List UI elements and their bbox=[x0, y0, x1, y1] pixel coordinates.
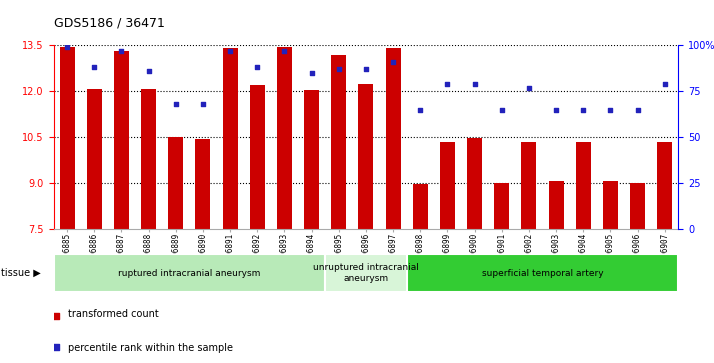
Bar bbox=[467, 138, 482, 229]
Point bbox=[361, 66, 372, 72]
Point bbox=[578, 107, 589, 113]
Bar bbox=[277, 47, 292, 229]
Text: GDS5186 / 36471: GDS5186 / 36471 bbox=[54, 16, 164, 29]
Point bbox=[145, 211, 156, 217]
Bar bbox=[386, 48, 401, 229]
Bar bbox=[521, 142, 536, 229]
Bar bbox=[575, 142, 590, 229]
Point bbox=[523, 85, 535, 90]
Point bbox=[632, 107, 643, 113]
Bar bbox=[60, 47, 74, 229]
Bar bbox=[407, 254, 678, 292]
Point bbox=[659, 81, 670, 87]
Text: unruptured intracranial
aneurysm: unruptured intracranial aneurysm bbox=[313, 264, 419, 283]
Bar bbox=[603, 182, 618, 229]
Bar bbox=[196, 139, 211, 229]
Point bbox=[224, 48, 236, 54]
Bar bbox=[141, 89, 156, 229]
Bar bbox=[304, 90, 319, 229]
Point bbox=[61, 44, 73, 50]
Point bbox=[442, 81, 453, 87]
Bar bbox=[250, 85, 265, 229]
Point bbox=[170, 101, 181, 107]
Point bbox=[197, 101, 208, 107]
Bar bbox=[169, 137, 183, 229]
Point bbox=[415, 107, 426, 113]
Bar bbox=[548, 182, 563, 229]
Bar bbox=[54, 254, 325, 292]
Text: ruptured intracranial aneurysm: ruptured intracranial aneurysm bbox=[119, 269, 261, 278]
Text: superficial temporal artery: superficial temporal artery bbox=[482, 269, 603, 278]
Bar bbox=[630, 183, 645, 229]
Point bbox=[550, 107, 562, 113]
Bar bbox=[114, 52, 129, 229]
Bar bbox=[413, 184, 428, 229]
Bar bbox=[325, 254, 407, 292]
Point bbox=[388, 59, 399, 65]
Bar bbox=[331, 54, 346, 229]
Point bbox=[278, 48, 290, 54]
Point bbox=[251, 65, 263, 70]
Text: tissue ▶: tissue ▶ bbox=[1, 268, 41, 278]
Bar bbox=[494, 183, 509, 229]
Point bbox=[469, 81, 481, 87]
Bar bbox=[358, 85, 373, 229]
Text: transformed count: transformed count bbox=[68, 309, 159, 319]
Bar bbox=[223, 48, 238, 229]
Bar bbox=[440, 142, 455, 229]
Point bbox=[605, 107, 616, 113]
Bar bbox=[658, 142, 672, 229]
Point bbox=[116, 48, 127, 54]
Bar bbox=[87, 89, 102, 229]
Point bbox=[143, 68, 154, 74]
Point bbox=[496, 107, 508, 113]
Point bbox=[306, 70, 317, 76]
Text: percentile rank within the sample: percentile rank within the sample bbox=[68, 343, 233, 354]
Point bbox=[89, 65, 100, 70]
Point bbox=[333, 66, 344, 72]
